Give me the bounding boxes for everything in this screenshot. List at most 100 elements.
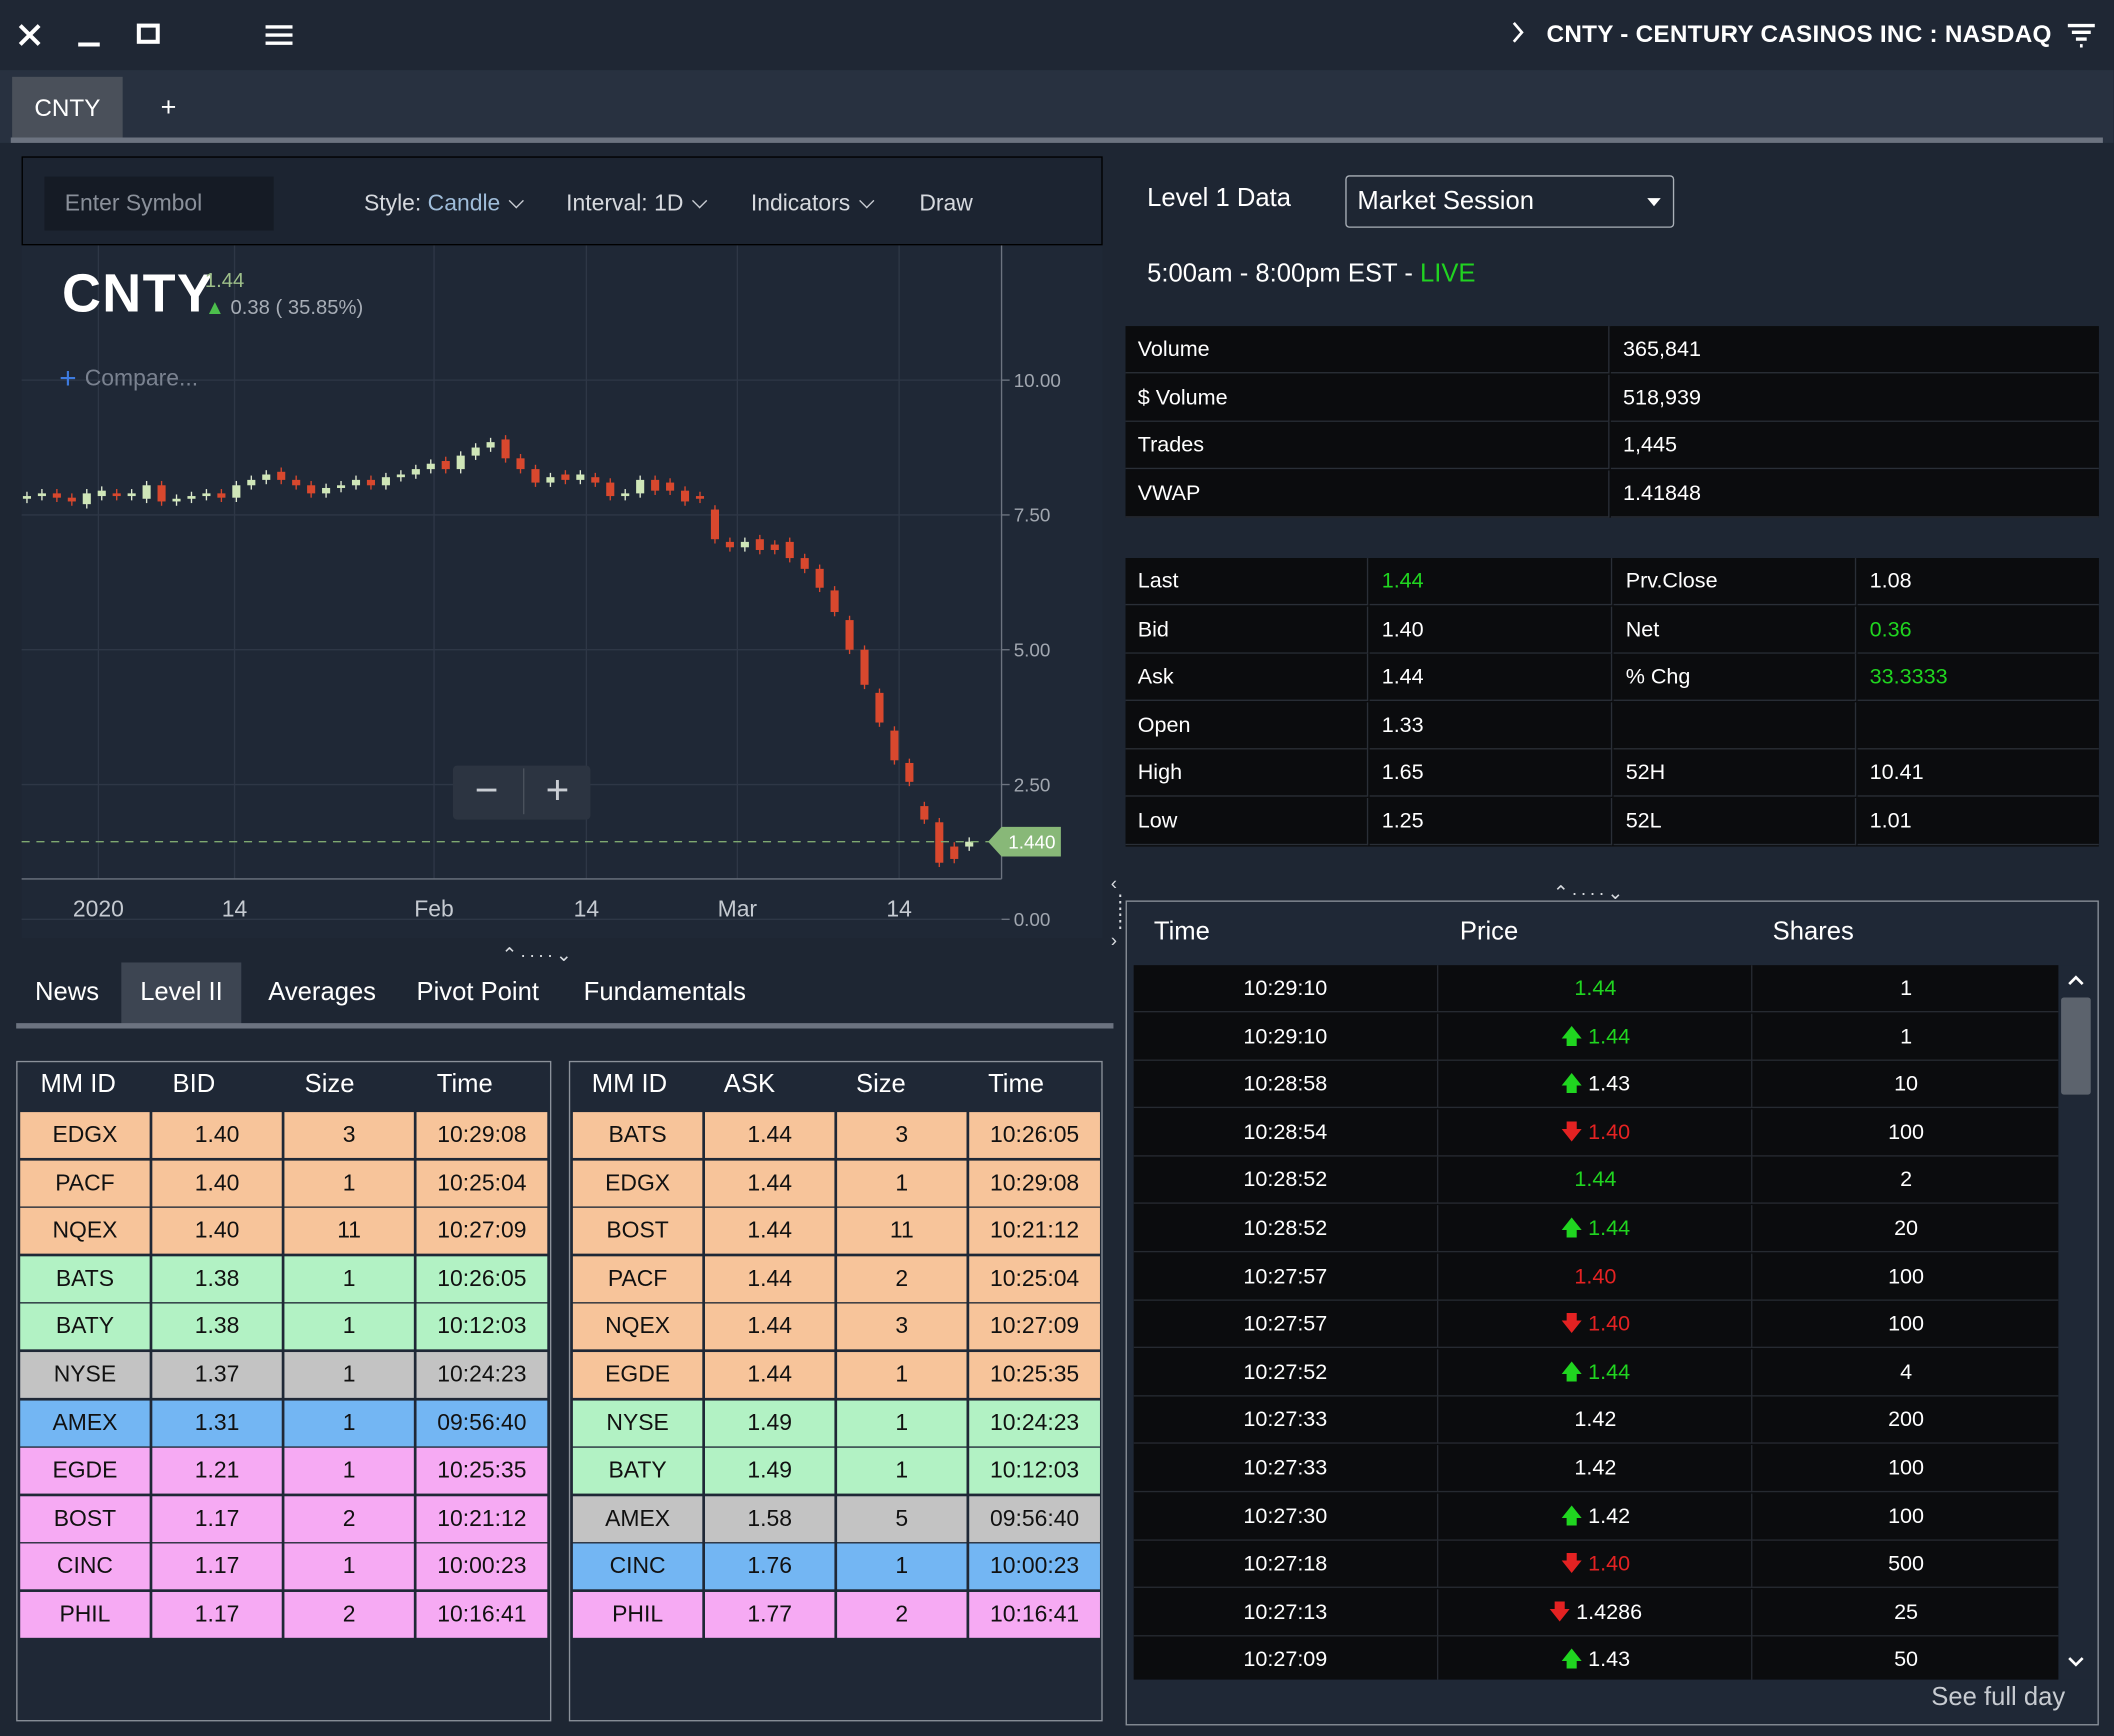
level2-row[interactable]: BATY 1.49 1 10:12:03 — [570, 1448, 1102, 1494]
tab-pivot-point[interactable]: Pivot Point — [416, 978, 539, 1007]
ts-row[interactable]: 10:28:52 🡅 1.44 20 — [1133, 1205, 2059, 1253]
ts-row[interactable]: 10:27:18 🡇 1.40 500 — [1133, 1541, 2059, 1589]
panel-splitter[interactable]: ⌃····⌄ — [1552, 881, 1626, 904]
bid-mm-cell: NYSE — [20, 1352, 150, 1398]
level2-row[interactable]: BATY 1.38 1 10:12:03 — [18, 1304, 550, 1350]
tab-news[interactable]: News — [35, 978, 100, 1007]
bid-price-cell: 1.38 — [152, 1256, 282, 1302]
draw-button[interactable]: Draw — [919, 190, 973, 216]
ts-price: 🡅 1.44 — [1440, 1349, 1753, 1397]
scroll-thumb[interactable] — [2061, 997, 2091, 1095]
ts-row[interactable]: 10:27:33 1.42 100 — [1133, 1445, 2059, 1493]
bid-time-cell: 10:25:04 — [416, 1160, 548, 1206]
tab-level-ii[interactable]: Level II — [121, 962, 242, 1025]
ts-shares: 1 — [1900, 977, 1913, 1001]
level2-row[interactable]: AMEX 1.31 1 09:56:40 — [18, 1400, 550, 1446]
symbol-input[interactable] — [44, 176, 274, 231]
zoom-out-button[interactable]: − — [474, 768, 499, 813]
see-full-day-link[interactable]: See full day — [1931, 1683, 2066, 1712]
bid-header-time: Time — [436, 1070, 493, 1099]
candle — [322, 487, 331, 494]
ts-price-value: 1.42 — [1588, 1505, 1631, 1529]
ts-row[interactable]: 10:27:57 🡇 1.40 100 — [1133, 1301, 2059, 1349]
level2-row[interactable]: CINC 1.17 1 10:00:23 — [18, 1543, 550, 1590]
candle — [561, 474, 570, 480]
tab-averages[interactable]: Averages — [268, 978, 377, 1007]
chevron-right-icon[interactable] — [1507, 19, 1529, 46]
ts-row[interactable]: 10:27:13 🡇 1.4286 25 — [1133, 1589, 2059, 1637]
minimize-icon[interactable] — [70, 16, 108, 54]
zoom-in-button[interactable]: + — [523, 768, 590, 815]
ts-row[interactable]: 10:27:30 🡅 1.42 100 — [1133, 1493, 2059, 1541]
tab-fundamentals[interactable]: Fundamentals — [583, 978, 746, 1007]
level2-row[interactable]: EGDE 1.44 1 10:25:35 — [570, 1352, 1102, 1398]
compare-button[interactable]: + Compare... — [59, 359, 199, 395]
level2-row[interactable]: PACF 1.44 2 10:25:04 — [570, 1256, 1102, 1302]
candle — [815, 568, 824, 588]
candle — [546, 477, 555, 483]
ts-shares: 100 — [1888, 1457, 1925, 1481]
ts-price-value: 1.44 — [1588, 1217, 1631, 1241]
level2-row[interactable]: BATS 1.44 3 10:26:05 — [570, 1112, 1102, 1158]
bid-mm-cell: BOST — [20, 1496, 150, 1542]
level2-row[interactable]: BOST 1.17 2 10:21:12 — [18, 1496, 550, 1542]
level2-row[interactable]: NYSE 1.37 1 10:24:23 — [18, 1352, 550, 1398]
quote-label: Ask — [1125, 654, 1369, 702]
quote-value: 1.01 — [1857, 798, 2099, 846]
level2-row[interactable]: BATS 1.38 1 10:26:05 — [18, 1256, 550, 1302]
session-select[interactable]: Market Session — [1345, 175, 1675, 228]
filter-icon[interactable] — [2065, 19, 2097, 51]
level2-row[interactable]: CINC 1.76 1 10:00:23 — [570, 1543, 1102, 1590]
level2-row[interactable]: EDGX 1.44 1 10:29:08 — [570, 1160, 1102, 1206]
ts-row[interactable]: 10:28:58 🡅 1.43 10 — [1133, 1061, 2059, 1109]
ask-mm-cell: BATY — [572, 1448, 703, 1494]
scroll-down-icon[interactable] — [2065, 1653, 2087, 1672]
ts-scrollbar[interactable] — [2059, 965, 2093, 1680]
maximize-icon[interactable] — [129, 16, 167, 54]
ts-row[interactable]: 10:28:52 1.44 2 — [1133, 1157, 2059, 1205]
level2-row[interactable]: NQEX 1.40 11 10:27:09 — [18, 1208, 550, 1254]
tab-cnty[interactable]: CNTY — [12, 76, 123, 139]
volume-value: 1.41848 — [1610, 469, 2099, 517]
panel-splitter[interactable]: ⌃····⌄ — [501, 943, 575, 966]
ts-row[interactable]: 10:27:52 🡅 1.44 4 — [1133, 1349, 2059, 1397]
ts-row[interactable]: 10:29:10 🡅 1.44 1 — [1133, 1013, 2059, 1061]
ts-row[interactable]: 10:28:54 🡇 1.40 100 — [1133, 1109, 2059, 1157]
quote-value — [1857, 702, 2099, 750]
ts-row[interactable]: 10:27:33 1.42 200 — [1133, 1397, 2059, 1445]
candle — [202, 493, 211, 497]
style-dropdown[interactable]: Style: Candle — [363, 190, 525, 217]
ask-price-cell: 1.76 — [705, 1543, 835, 1590]
indicators-dropdown[interactable]: Indicators — [751, 190, 874, 217]
candle — [621, 493, 630, 497]
style-label: Style: — [363, 190, 422, 216]
close-icon[interactable] — [11, 16, 49, 54]
level2-row[interactable]: NYSE 1.49 1 10:24:23 — [570, 1400, 1102, 1446]
side-collapse-handle[interactable]: ‹ ⋮ ⋮ › — [1110, 872, 1130, 951]
scroll-up-icon[interactable] — [2065, 971, 2087, 990]
level2-row[interactable]: PACF 1.40 1 10:25:04 — [18, 1160, 550, 1206]
level2-row[interactable]: EGDE 1.21 1 10:25:35 — [18, 1448, 550, 1494]
ask-mm-cell: CINC — [572, 1543, 703, 1590]
level2-row[interactable]: NQEX 1.44 3 10:27:09 — [570, 1304, 1102, 1350]
ask-mm-cell: BOST — [572, 1208, 703, 1254]
add-tab-button[interactable]: + — [160, 93, 177, 123]
candlestick-chart[interactable]: 10.00 7.50 5.00 2.50 0.00 2020 14 Feb 14 Mar 14 1.4… — [21, 245, 1103, 938]
ts-time: 10:27:33 — [1134, 1397, 1439, 1445]
candle — [411, 469, 420, 475]
level2-row[interactable]: PHIL 1.77 2 10:16:41 — [570, 1591, 1102, 1638]
ts-row[interactable]: 10:29:10 1.44 1 — [1133, 965, 2059, 1013]
bid-price-cell: 1.17 — [152, 1496, 282, 1542]
level2-row[interactable]: EDGX 1.40 3 10:29:08 — [18, 1112, 550, 1158]
ts-row[interactable]: 10:27:57 1.40 100 — [1133, 1253, 2059, 1301]
hamburger-menu-icon[interactable] — [260, 16, 298, 54]
level2-row[interactable]: BOST 1.44 11 10:21:12 — [570, 1208, 1102, 1254]
bid-size-cell: 1 — [284, 1400, 414, 1446]
ts-shares: 2 — [1900, 1169, 1913, 1193]
compare-label: Compare... — [84, 365, 199, 391]
level2-row[interactable]: PHIL 1.17 2 10:16:41 — [18, 1591, 550, 1638]
ts-price-value: 1.43 — [1588, 1073, 1631, 1097]
level2-row[interactable]: AMEX 1.58 5 09:56:40 — [570, 1496, 1102, 1542]
interval-dropdown[interactable]: Interval: 1D — [566, 190, 708, 217]
ts-row[interactable]: 10:27:09 🡅 1.43 50 — [1134, 1636, 2059, 1680]
